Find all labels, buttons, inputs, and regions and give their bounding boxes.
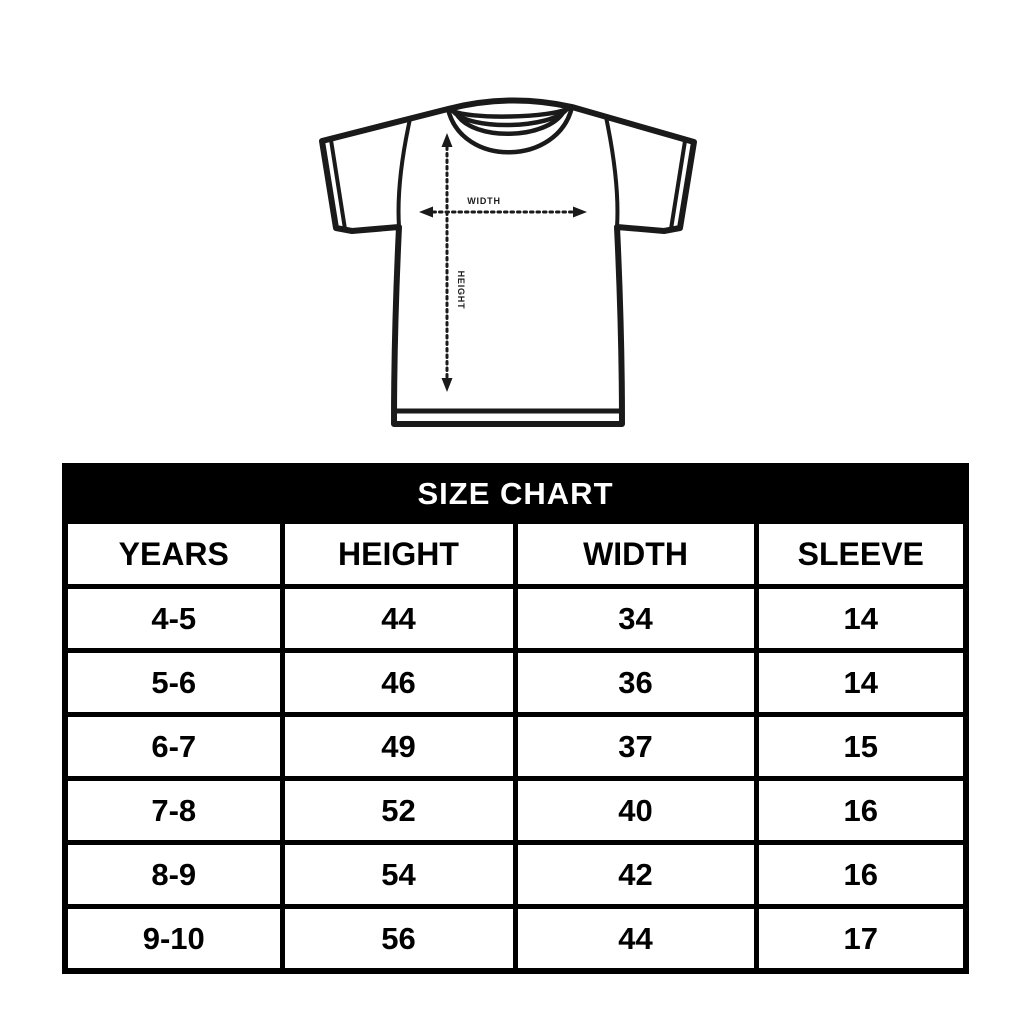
- table-row: 4-5 44 34 14: [62, 584, 969, 653]
- sleeve-seam-lines: [329, 115, 687, 231]
- cell-sleeve: 14: [753, 648, 969, 717]
- width-arrowhead-left: [419, 206, 433, 218]
- cell-width: 37: [512, 712, 759, 781]
- cell-width: 34: [512, 584, 759, 653]
- table-row: 8-9 54 42 16: [62, 840, 969, 909]
- table-row: 9-10 56 44 17: [62, 904, 969, 974]
- width-arrowhead-right: [573, 206, 587, 218]
- cell-height: 56: [279, 904, 518, 974]
- cell-sleeve: 17: [753, 904, 969, 974]
- cell-width: 42: [512, 840, 759, 909]
- cell-years: 8-9: [62, 840, 285, 909]
- collar-ribbing-lines: [445, 104, 575, 155]
- height-arrow: [441, 133, 453, 392]
- cell-height: 52: [279, 776, 518, 845]
- cell-years: 6-7: [62, 712, 285, 781]
- height-arrowhead-bottom: [441, 378, 453, 392]
- cell-years: 5-6: [62, 648, 285, 717]
- cell-years: 9-10: [62, 904, 285, 974]
- cell-width: 36: [512, 648, 759, 717]
- col-header-height: HEIGHT: [279, 519, 518, 589]
- col-header-sleeve: SLEEVE: [753, 519, 969, 589]
- cell-sleeve: 14: [753, 584, 969, 653]
- cell-sleeve: 15: [753, 712, 969, 781]
- width-arrow: [419, 206, 587, 218]
- size-chart-table: SIZE CHART YEARS HEIGHT WIDTH SLEEVE 4-5…: [62, 463, 969, 974]
- cell-sleeve: 16: [753, 776, 969, 845]
- cell-sleeve: 16: [753, 840, 969, 909]
- height-arrowhead-top: [441, 133, 453, 147]
- cell-years: 7-8: [62, 776, 285, 845]
- width-label: WIDTH: [467, 196, 501, 206]
- table-title: SIZE CHART: [62, 463, 969, 524]
- tshirt-diagram: WIDTH HEIGHT: [319, 97, 697, 427]
- cell-height: 46: [279, 648, 518, 717]
- cell-height: 44: [279, 584, 518, 653]
- cell-years: 4-5: [62, 584, 285, 653]
- table-row: 5-6 46 36 14: [62, 648, 969, 717]
- height-label: HEIGHT: [456, 271, 466, 310]
- table-header-row: YEARS HEIGHT WIDTH SLEEVE: [62, 519, 969, 589]
- cell-height: 54: [279, 840, 518, 909]
- table-title-row: SIZE CHART: [62, 463, 969, 524]
- tshirt-outline: [319, 97, 697, 427]
- col-header-width: WIDTH: [512, 519, 759, 589]
- col-header-years: YEARS: [62, 519, 285, 589]
- table-row: 7-8 52 40 16: [62, 776, 969, 845]
- cell-width: 40: [512, 776, 759, 845]
- table-row: 6-7 49 37 15: [62, 712, 969, 781]
- cell-width: 44: [512, 904, 759, 974]
- cell-height: 49: [279, 712, 518, 781]
